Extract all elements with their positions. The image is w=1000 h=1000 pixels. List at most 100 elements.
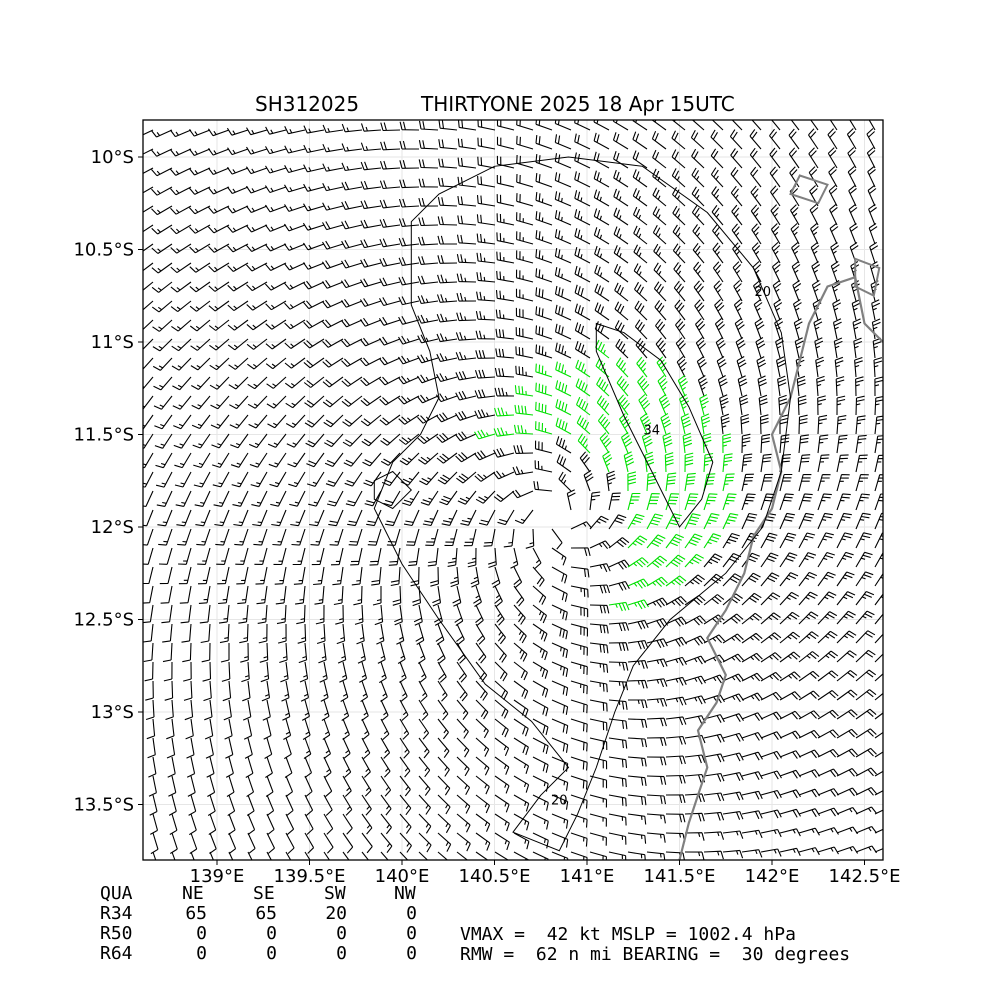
wind-barb bbox=[341, 143, 363, 152]
wind-barb bbox=[291, 528, 306, 546]
wind-barb bbox=[192, 433, 211, 449]
wind-barb bbox=[251, 490, 268, 507]
wind-barb bbox=[143, 585, 154, 604]
wind-barb bbox=[282, 699, 291, 721]
wind-barb bbox=[438, 158, 458, 169]
wind-barb bbox=[535, 421, 553, 435]
wind-barb bbox=[608, 537, 630, 549]
wind-barb bbox=[714, 299, 725, 321]
wind-barb bbox=[513, 585, 525, 607]
wind-barb bbox=[151, 186, 173, 196]
wind-barb bbox=[227, 243, 249, 253]
wind-barb bbox=[361, 756, 371, 778]
wind-barb bbox=[476, 214, 496, 226]
wind-barb bbox=[246, 775, 255, 798]
wind-barb bbox=[815, 356, 825, 378]
wind-barb bbox=[532, 566, 545, 587]
wind-barb bbox=[308, 490, 325, 507]
wind-barb bbox=[613, 245, 629, 264]
wind-barb bbox=[779, 828, 801, 837]
wind-barb bbox=[151, 300, 173, 313]
wind-barb bbox=[263, 718, 272, 740]
wind-barb bbox=[422, 509, 439, 527]
wind-barb bbox=[855, 474, 869, 492]
wind-barb bbox=[596, 376, 610, 397]
wind-barb bbox=[798, 847, 820, 856]
wind-barb bbox=[418, 699, 429, 721]
wind-barb bbox=[266, 794, 275, 817]
wind-barb bbox=[874, 790, 883, 796]
wind-barb bbox=[771, 120, 781, 131]
wind-barb bbox=[710, 167, 724, 188]
wind-barb bbox=[399, 737, 410, 759]
wind-barb bbox=[532, 623, 548, 642]
wind-barb bbox=[652, 187, 667, 207]
wind-barb bbox=[360, 200, 382, 210]
wind-barb bbox=[189, 224, 211, 234]
wind-barb bbox=[513, 680, 529, 699]
wind-barb bbox=[385, 509, 401, 527]
wind-barb bbox=[207, 205, 230, 214]
wind-barb bbox=[151, 224, 173, 235]
wind-barb bbox=[634, 281, 648, 302]
wind-barb bbox=[535, 249, 553, 264]
wind-barb bbox=[535, 287, 553, 302]
wind-barb bbox=[341, 181, 363, 191]
wind-barb bbox=[189, 813, 197, 836]
wind-barb bbox=[361, 737, 371, 760]
wind-barb bbox=[575, 359, 591, 378]
wind-barb bbox=[232, 490, 249, 507]
wind-barb bbox=[157, 509, 173, 527]
wind-barb bbox=[246, 262, 268, 272]
wind-barb bbox=[260, 661, 270, 683]
wind-barb bbox=[735, 336, 746, 359]
wind-barb bbox=[533, 481, 553, 492]
wind-barb bbox=[491, 566, 501, 588]
wind-barb bbox=[420, 490, 439, 506]
wind-barb bbox=[570, 813, 588, 828]
wind-barb bbox=[158, 528, 173, 546]
wind-barb bbox=[671, 149, 686, 169]
wind-barb bbox=[532, 604, 548, 624]
wind-barb bbox=[570, 604, 589, 618]
wind-barb bbox=[608, 813, 627, 826]
wind-barb bbox=[874, 532, 883, 549]
wind-barb bbox=[170, 186, 192, 196]
wind-barb bbox=[456, 718, 469, 739]
wind-barb bbox=[817, 748, 840, 758]
wind-barb bbox=[302, 242, 325, 251]
wind-barb bbox=[817, 493, 832, 511]
wind-barb bbox=[874, 474, 883, 492]
wind-barb bbox=[272, 528, 287, 546]
wind-barb bbox=[646, 697, 668, 707]
wind-barb bbox=[513, 794, 530, 812]
contour-inner bbox=[373, 470, 413, 510]
wind-barb bbox=[684, 594, 706, 606]
wind-barb bbox=[495, 348, 515, 359]
wind-barb bbox=[143, 623, 154, 643]
wind-barb bbox=[570, 699, 588, 714]
wind-barb bbox=[495, 328, 515, 340]
wind-barb bbox=[760, 671, 782, 682]
wind-barb bbox=[266, 813, 275, 836]
wind-barb bbox=[342, 756, 352, 778]
wind-barb bbox=[456, 699, 469, 721]
wind-barb bbox=[333, 585, 344, 606]
wind-barb bbox=[570, 521, 593, 530]
wind-barb bbox=[703, 850, 724, 860]
wind-barb bbox=[513, 623, 527, 644]
wind-barb bbox=[425, 528, 439, 546]
wind-barb bbox=[817, 690, 839, 701]
wind-barb bbox=[436, 452, 458, 464]
wind-barb bbox=[320, 680, 329, 702]
wind-barb bbox=[406, 528, 420, 546]
wind-barb bbox=[589, 563, 611, 573]
wind-barb bbox=[143, 509, 154, 527]
wind-barb bbox=[215, 528, 230, 546]
wind-barb bbox=[360, 219, 382, 229]
wind-barb bbox=[156, 490, 173, 507]
wind-barb bbox=[397, 642, 406, 664]
wind-barb bbox=[322, 338, 344, 348]
wind-barb bbox=[832, 318, 842, 340]
wind-barb bbox=[829, 203, 838, 226]
